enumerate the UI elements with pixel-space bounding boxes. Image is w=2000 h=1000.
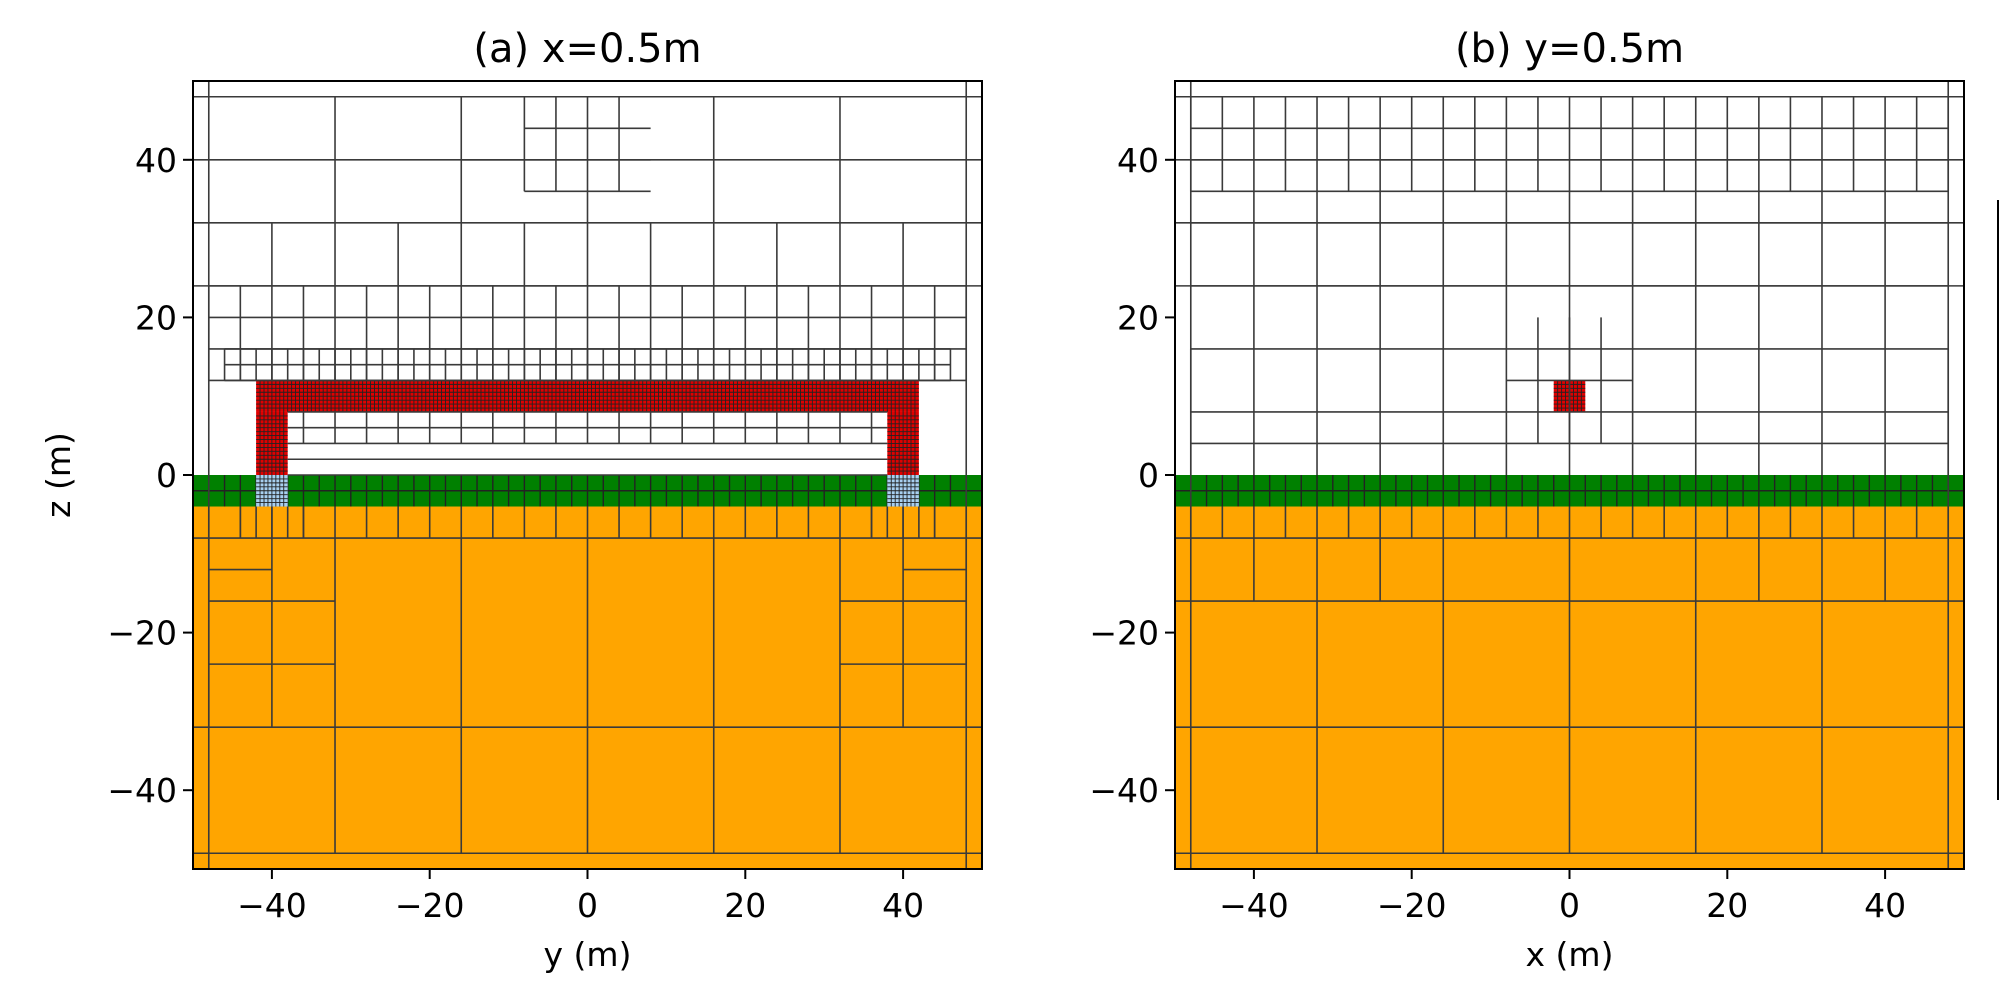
x-tick-label: 40: [1864, 886, 1906, 925]
mesh-lines: [1175, 81, 1964, 869]
x-tick-label: 40: [882, 886, 924, 925]
x-tick-label: 20: [724, 886, 766, 925]
x-axis-label: y (m): [544, 935, 632, 974]
x-axis-label: x (m): [1526, 935, 1614, 974]
y-tick-label: 0: [156, 456, 177, 495]
region-cells-5: [256, 475, 288, 507]
panel-a: −40 −20 0 20 40 −40 −20 0 20 40 (a) x=0.5m y (m) z (…: [39, 26, 983, 974]
region-cells-4: [887, 411, 919, 475]
y-tick-label: 40: [1117, 141, 1159, 180]
x-tick-label: −20: [395, 886, 465, 925]
y-tick-label: −40: [1089, 771, 1159, 810]
y-tick-label: 20: [1117, 298, 1159, 337]
panel-title: (b) y=0.5m: [1455, 26, 1684, 72]
y-tick-label: −40: [107, 771, 177, 810]
y-tick-label: 20: [135, 298, 177, 337]
x-tick-label: 0: [577, 886, 598, 925]
y-tick-label: −20: [1089, 614, 1159, 653]
region-cells-2: [256, 380, 919, 412]
region-cells-6: [887, 475, 919, 507]
mesh-lines: [193, 81, 982, 869]
x-tick-label: 20: [1706, 886, 1748, 925]
y-tick-label: 0: [1138, 456, 1159, 495]
x-tick-label: 0: [1559, 886, 1580, 925]
x-tick-label: −20: [1377, 886, 1447, 925]
x-tick-label: −40: [1219, 886, 1289, 925]
panel-b: −40 −20 0 20 40 −40 −20 0 20 40 (b) y=0.5m x (m): [1089, 26, 1965, 974]
region-cells-3: [256, 411, 288, 475]
y-axis-label: z (m): [39, 432, 78, 518]
y-tick-label: −20: [107, 614, 177, 653]
panel-title: (a) x=0.5m: [473, 26, 701, 72]
y-tick-label: 40: [135, 141, 177, 180]
region-cells-1: [1175, 475, 1964, 507]
x-tick-label: −40: [237, 886, 307, 925]
